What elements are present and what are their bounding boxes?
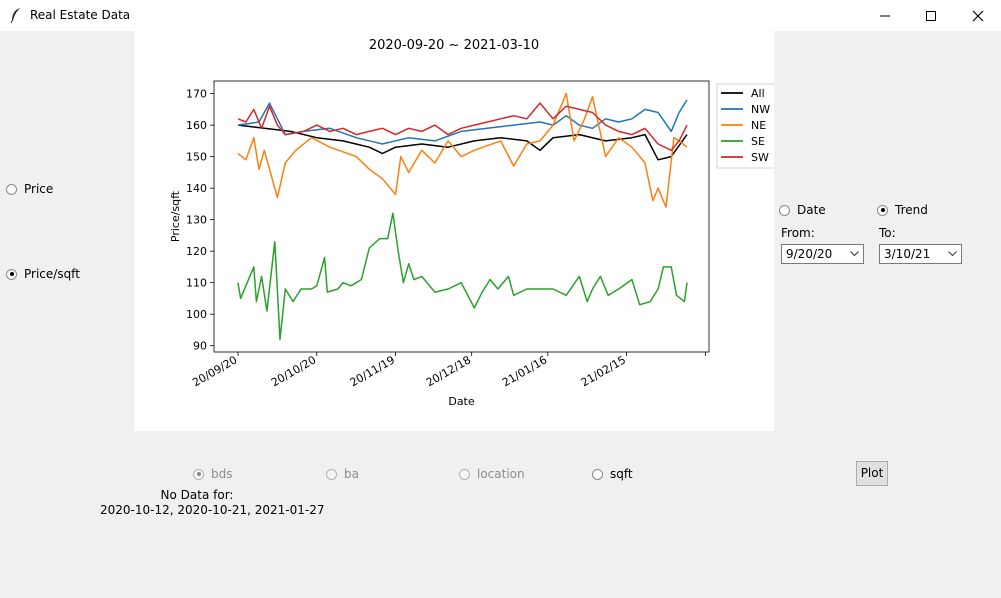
- plot-button[interactable]: Plot: [856, 461, 888, 486]
- y-tick-label: 170: [186, 88, 207, 101]
- y-axis-label: Price/sqft: [169, 190, 182, 242]
- x-tick-label: 20/11/19: [348, 353, 397, 389]
- from-label: From:: [781, 226, 815, 240]
- legend-label-se: SE: [751, 135, 765, 148]
- legend-label-all: All: [751, 87, 765, 100]
- feather-icon: [10, 8, 20, 23]
- y-tick-label: 160: [186, 119, 207, 132]
- radio-sqft[interactable]: sqft: [592, 467, 633, 481]
- series-line-sw: [237, 102, 688, 152]
- x-axis-label: Date: [448, 395, 475, 408]
- series-line-ne: [237, 92, 688, 208]
- line-chart: 2020-09-20 ~ 2021-03-10 90 100 110 120 130 140…: [169, 38, 774, 408]
- radio-price-sqft[interactable]: Price/sqft: [6, 267, 80, 281]
- no-data-dates: 2020-10-12, 2020-10-21, 2021-01-27: [100, 503, 325, 517]
- to-date-value: 3/10/21: [884, 247, 931, 261]
- legend-label-nw: NW: [751, 103, 770, 116]
- maximize-icon: [926, 11, 936, 21]
- x-tick-label: 21/01/16: [500, 353, 549, 389]
- maximize-button[interactable]: [908, 0, 954, 31]
- to-date-select[interactable]: 3/10/21: [879, 244, 962, 264]
- series-line-all: [237, 124, 688, 161]
- radio-dot: [592, 468, 603, 480]
- radio-ba[interactable]: ba: [326, 467, 359, 481]
- radio-trend-label: Trend: [895, 203, 928, 217]
- from-date-value: 9/20/20: [786, 247, 833, 261]
- y-tick-label: 140: [186, 182, 207, 195]
- radio-sqft-label: sqft: [610, 467, 633, 481]
- minimize-button[interactable]: [862, 0, 908, 31]
- radio-dot: [6, 268, 17, 280]
- radio-price-label: Price: [24, 182, 54, 196]
- radio-bds[interactable]: bds: [193, 467, 233, 481]
- x-tick-label: 20/09/20: [190, 353, 239, 389]
- plot-frame: [213, 80, 710, 353]
- y-tick-label: 100: [186, 308, 207, 321]
- radio-ba-label: ba: [344, 467, 359, 481]
- radio-date[interactable]: Date: [779, 203, 826, 217]
- radio-dot: [877, 204, 888, 216]
- radio-location[interactable]: location: [459, 467, 525, 481]
- radio-dot: [6, 183, 17, 195]
- radio-location-label: location: [477, 467, 525, 481]
- y-tick-label: 120: [186, 245, 207, 258]
- legend-label-ne: NE: [751, 119, 766, 132]
- y-tick-label: 130: [186, 214, 207, 227]
- legend-label-sw: SW: [751, 151, 769, 164]
- radio-dot: [459, 468, 470, 480]
- radio-price[interactable]: Price: [6, 182, 53, 196]
- radio-price-sqft-label: Price/sqft: [24, 267, 80, 281]
- x-tick-label: 20/12/18: [424, 353, 473, 389]
- y-tick-label: 90: [193, 340, 207, 353]
- legend-box: [716, 83, 774, 169]
- to-label: To:: [879, 226, 896, 240]
- title-bar: Real Estate Data: [0, 0, 1001, 31]
- y-tick-label: 150: [186, 151, 207, 164]
- window-title: Real Estate Data: [30, 8, 131, 22]
- radio-trend[interactable]: Trend: [877, 203, 928, 217]
- chevron-down-icon: [948, 251, 957, 257]
- no-data-title: No Data for:: [160, 488, 234, 502]
- radio-dot: [326, 468, 337, 480]
- x-tick-label: 20/10/20: [269, 353, 318, 389]
- chart-title: 2020-09-20 ~ 2021-03-10: [369, 38, 539, 53]
- close-icon: [972, 10, 984, 22]
- plot-panel: 2020-09-20 ~ 2021-03-10 90 100 110 120 130 140…: [134, 31, 774, 431]
- x-tick-label: 21/02/15: [579, 353, 628, 389]
- radio-date-label: Date: [797, 203, 826, 217]
- chevron-down-icon: [850, 251, 859, 257]
- y-tick-label: 110: [186, 277, 207, 290]
- radio-bds-label: bds: [211, 467, 233, 481]
- minimize-icon: [880, 15, 890, 17]
- series-line-se: [237, 212, 688, 341]
- radio-dot: [193, 468, 204, 480]
- radio-dot: [779, 204, 790, 216]
- close-button[interactable]: [955, 0, 1001, 31]
- from-date-select[interactable]: 9/20/20: [781, 244, 864, 264]
- series-line-nw: [237, 99, 688, 145]
